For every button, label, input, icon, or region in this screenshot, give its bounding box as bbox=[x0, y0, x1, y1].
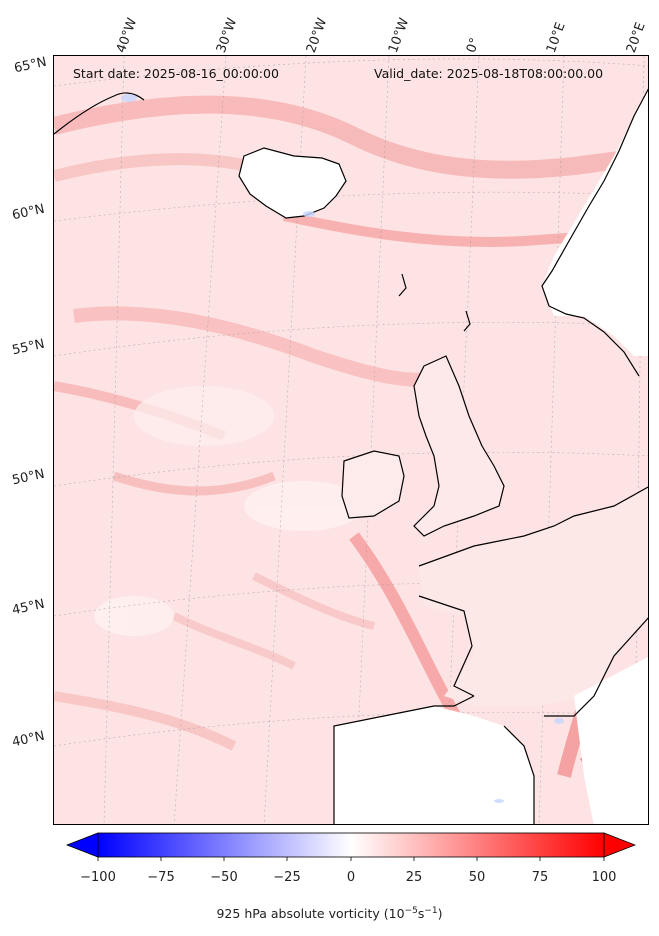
colorbar-tick-label: −75 bbox=[147, 870, 175, 885]
colorbar-title-text: 925 hPa absolute vorticity (10 bbox=[216, 906, 405, 922]
colorbar-tick-label: 0 bbox=[346, 870, 356, 885]
colorbar-title-exp1: −5 bbox=[404, 906, 418, 916]
land-white bbox=[239, 89, 648, 824]
colorbar-extend-max bbox=[603, 832, 637, 858]
colorbar-title: 925 hPa absolute vorticity (10−5s−1) bbox=[0, 906, 659, 921]
colorbar-tick-label: 75 bbox=[531, 870, 549, 885]
colorbar-tick-marks bbox=[97, 857, 605, 861]
colorbar-title-mid: s bbox=[417, 906, 425, 922]
colorbar-tick-label: −50 bbox=[210, 870, 238, 885]
colorbar-title-exp2: −1 bbox=[424, 906, 438, 916]
colorbar-tick-label: −100 bbox=[80, 870, 116, 885]
map-panel bbox=[53, 55, 649, 825]
negative-vorticity-spots bbox=[121, 94, 564, 803]
start-date-label: Start date: 2025-08-16_00:00:00 bbox=[73, 66, 279, 81]
valid-date-label: Valid_date: 2025-08-18T08:00:00.00 bbox=[374, 66, 604, 81]
colorbar-extend-min bbox=[65, 832, 99, 858]
coastlines bbox=[54, 88, 648, 824]
colorbar-body bbox=[97, 832, 605, 858]
positive-vorticity-bands bbox=[54, 95, 648, 824]
colorbar-title-end: ) bbox=[437, 906, 443, 922]
colorbar-tick-label: 50 bbox=[468, 870, 486, 885]
colorbar-tick-label: −25 bbox=[273, 870, 301, 885]
vorticity-map bbox=[54, 56, 648, 824]
colorbar-tick-label: 25 bbox=[405, 870, 423, 885]
colorbar-tick-label: 100 bbox=[591, 870, 617, 885]
